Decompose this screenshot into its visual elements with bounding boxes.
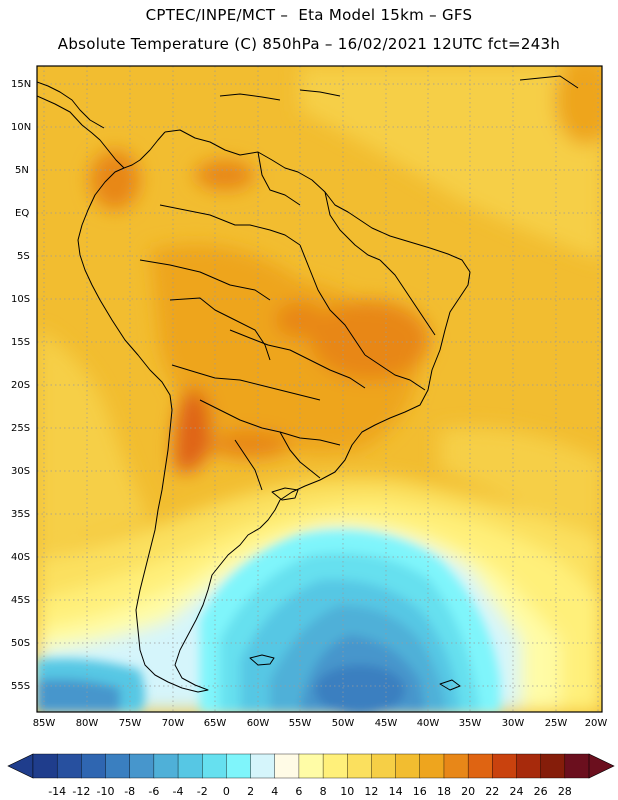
colorbar-swatch	[467, 753, 493, 779]
colorbar-swatch	[492, 753, 517, 779]
colorbar-swatch	[395, 753, 421, 779]
colorbar-swatch	[56, 753, 82, 779]
colorbar-label: 20	[461, 785, 475, 798]
colorbar-label: 22	[485, 785, 499, 798]
lon-label: 60W	[247, 718, 270, 729]
colorbar-swatch	[371, 753, 397, 779]
lat-label: 55S	[11, 681, 30, 692]
colorbar-swatch	[32, 753, 58, 779]
lon-label: 20W	[585, 718, 608, 729]
colorbar-swatch	[322, 753, 348, 779]
colorbar-label: 4	[271, 785, 278, 798]
lon-label: 70W	[162, 718, 185, 729]
colorbar-label: -10	[97, 785, 115, 798]
colorbar-label: 6	[295, 785, 302, 798]
colorbar-swatch	[274, 753, 300, 779]
lat-label: 10N	[11, 122, 31, 133]
colorbar-swatch	[250, 753, 276, 779]
colorbar-label: 16	[413, 785, 427, 798]
colorbar-label: 26	[534, 785, 548, 798]
lat-label: 35S	[11, 509, 30, 520]
colorbar-swatch	[129, 753, 155, 779]
lat-label: 15S	[11, 337, 30, 348]
colorbar-label: -4	[173, 785, 184, 798]
colorbar-swatch	[540, 753, 566, 779]
lat-label: 45S	[11, 595, 30, 606]
colorbar: -14 -12 -10 -8 -6 -4 -2 0 2 4 6 8 10 12 14 16 18 20 22 24 26…	[7, 753, 615, 798]
lon-label: 80W	[76, 718, 99, 729]
colorbar-label: 8	[320, 785, 327, 798]
colorbar-swatch	[564, 753, 590, 779]
lon-label: 40W	[417, 718, 440, 729]
colorbar-swatch	[347, 753, 372, 779]
colorbar-label: 12	[364, 785, 378, 798]
map-subtitle: Absolute Temperature (C) 850hPa – 16/02/…	[57, 35, 561, 53]
lat-label: 15N	[11, 79, 31, 90]
lat-label: EQ	[15, 208, 29, 219]
lon-label: 25W	[545, 718, 568, 729]
colorbar-label: -2	[197, 785, 208, 798]
colorbar-swatch	[226, 753, 252, 779]
lat-label: 40S	[11, 552, 30, 563]
lat-label: 5S	[17, 251, 30, 262]
colorbar-swatch	[419, 753, 445, 779]
lat-label: 10S	[11, 294, 30, 305]
colorbar-swatch	[202, 753, 227, 779]
colorbar-label: 28	[558, 785, 572, 798]
lon-label: 50W	[332, 718, 355, 729]
lat-label: 20S	[11, 380, 30, 391]
longitude-labels: 85W 80W 75W 70W 65W 60W 55W 50W 45W 40W …	[33, 718, 608, 729]
colorbar-label: 0	[223, 785, 230, 798]
colorbar-swatch	[298, 753, 324, 779]
colorbar-swatch	[177, 753, 203, 779]
lon-label: 55W	[289, 718, 312, 729]
lon-label: 30W	[502, 718, 525, 729]
colorbar-label: 14	[389, 785, 403, 798]
colorbar-label: 2	[247, 785, 254, 798]
colorbar-label: -8	[124, 785, 135, 798]
colorbar-label: -12	[72, 785, 90, 798]
colorbar-label: -6	[148, 785, 159, 798]
colorbar-min-arrow	[7, 753, 34, 779]
colorbar-label: 18	[437, 785, 451, 798]
colorbar-label: 10	[340, 785, 354, 798]
colorbar-max-arrow	[588, 753, 615, 779]
lat-label: 30S	[11, 466, 30, 477]
colorbar-label: -14	[48, 785, 66, 798]
latitude-labels: 15N 10N 5N EQ 5S 10S 15S 20S 25S 30S 35S…	[11, 79, 31, 692]
colorbar-swatch	[516, 753, 542, 779]
colorbar-label: 24	[509, 785, 523, 798]
lon-label: 35W	[459, 718, 482, 729]
lon-label: 65W	[204, 718, 227, 729]
coastlines	[37, 75, 579, 693]
map-title: CPTEC/INPE/MCT – Eta Model 15km – GFS	[145, 6, 473, 24]
lon-label: 85W	[33, 718, 56, 729]
lat-label: 5N	[15, 165, 29, 176]
lon-label: 45W	[375, 718, 398, 729]
temperature-field	[37, 66, 602, 712]
lat-label: 25S	[11, 423, 30, 434]
map-frame	[36, 65, 603, 713]
colorbar-swatch	[105, 753, 131, 779]
colorbar-swatch	[81, 753, 107, 779]
lat-label: 50S	[11, 638, 30, 649]
lon-label: 75W	[119, 718, 142, 729]
colorbar-swatch	[443, 753, 469, 779]
colorbar-swatch	[153, 753, 179, 779]
